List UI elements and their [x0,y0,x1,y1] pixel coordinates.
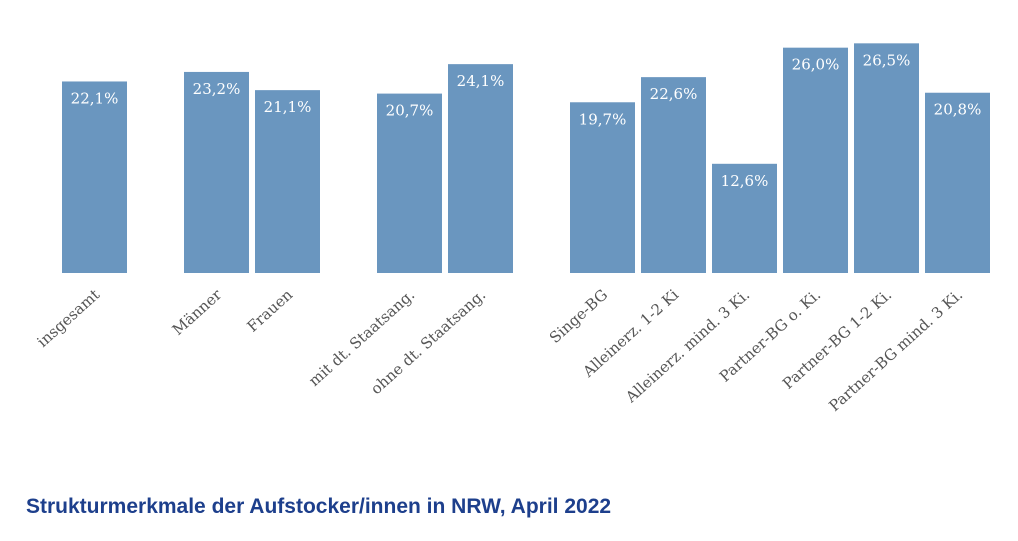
bar [712,163,777,273]
value-label: 22,6% [650,85,698,103]
x-tick-label: Singe-BG [546,286,611,347]
bar [641,77,706,273]
x-tick-label: Männer [169,285,226,339]
x-tick-label: insgesamt [34,286,104,351]
value-label: 20,8% [934,101,982,119]
bar [448,64,513,273]
bar [377,93,442,273]
bar [925,92,990,273]
value-label: 26,5% [863,51,911,69]
value-label: 19,7% [579,110,627,128]
bar [854,43,919,274]
value-label: 24,1% [457,72,505,90]
x-tick-label: Partner-BG mind. 3 Ki. [825,286,966,415]
x-tick-label: Alleinerz. mind. 3 Ki. [621,286,753,407]
x-tick-label: ohne dt. Staatsang. [367,286,489,398]
bar [570,102,635,274]
value-label: 20,7% [386,102,434,120]
bar [255,90,320,273]
bar [62,81,127,273]
value-label: 23,2% [193,80,241,98]
value-label: 22,1% [71,89,119,107]
bar [783,47,848,273]
x-tick-label: Frauen [243,285,296,335]
value-label: 21,1% [264,98,312,116]
value-label: 26,0% [792,56,840,74]
bar [184,71,249,273]
chart-title: Strukturmerkmale der Aufstocker/innen in… [26,495,611,518]
value-label: 12,6% [721,172,769,190]
